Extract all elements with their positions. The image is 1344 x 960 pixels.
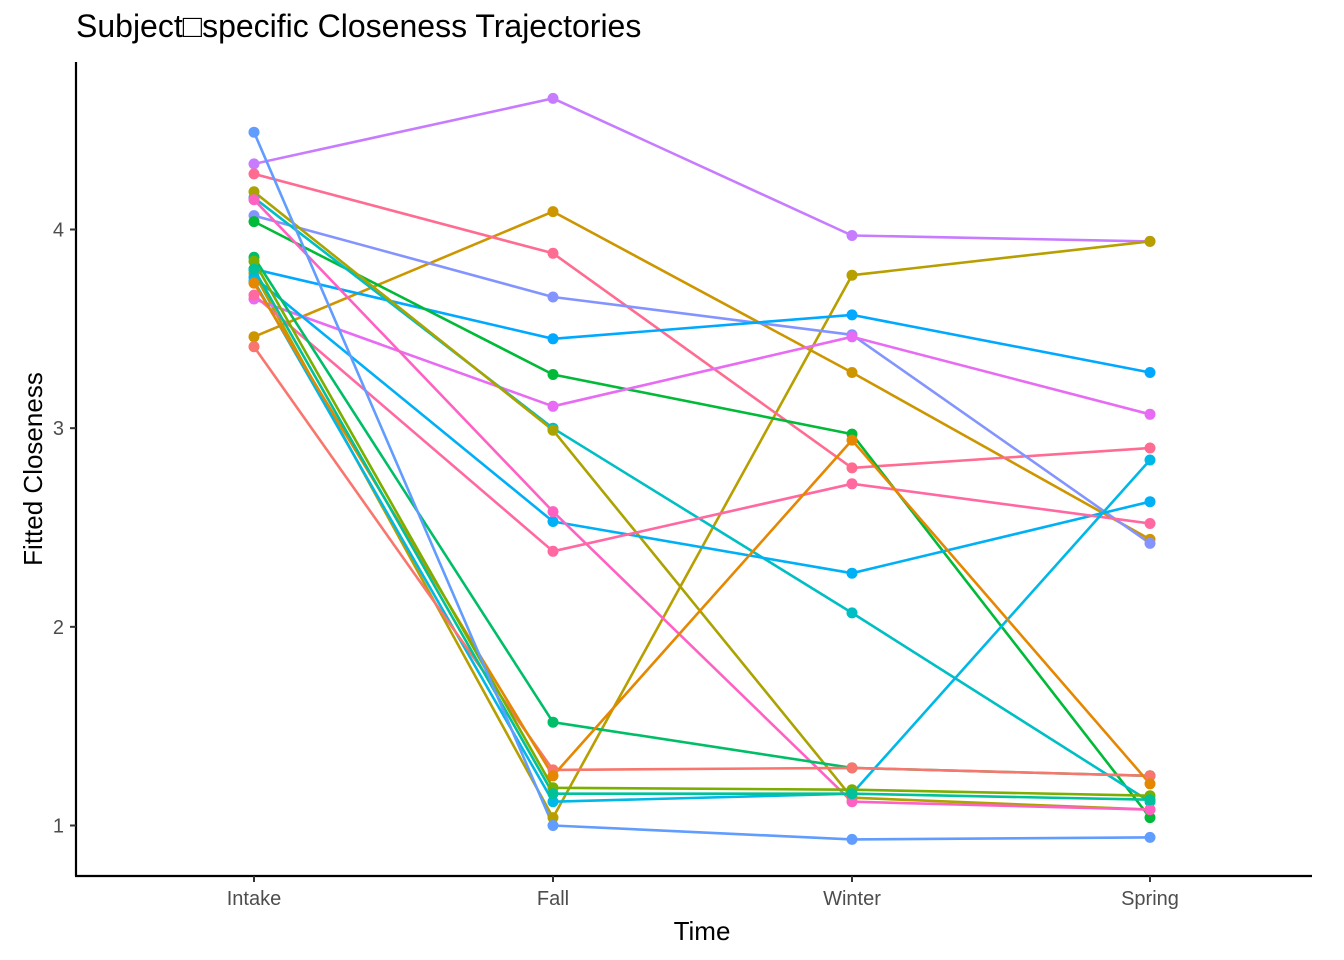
data-point (547, 506, 559, 518)
data-point (547, 820, 559, 831)
data-point (547, 545, 559, 557)
data-point (248, 158, 260, 170)
data-point (547, 92, 559, 104)
data-point (1144, 812, 1156, 824)
data-point (248, 341, 260, 353)
series-line (253, 172, 1151, 470)
data-point (547, 424, 559, 436)
series-line (253, 190, 1151, 811)
data-point (547, 812, 559, 824)
data-point (846, 762, 858, 774)
data-point (846, 607, 858, 619)
data-point (846, 434, 858, 446)
series-line (252, 268, 1151, 801)
x-tick-label: Spring (1121, 888, 1179, 910)
x-ticks: Intake Fall Winter Spring (227, 876, 1179, 910)
data-point (846, 796, 858, 808)
x-tick-label: Winter (823, 888, 881, 910)
data-point (846, 367, 858, 378)
data-point (846, 833, 858, 845)
data-point (547, 247, 559, 259)
y-tick-label: 2 (53, 617, 64, 639)
y-tick-label: 4 (53, 220, 64, 242)
data-point (547, 400, 559, 412)
data-point (1144, 518, 1156, 529)
y-axis-title: Fitted Closeness (18, 372, 48, 566)
data-point (1144, 804, 1156, 816)
data-point (248, 289, 260, 301)
data-point (1144, 442, 1156, 454)
data-point (1144, 496, 1156, 508)
data-point (547, 206, 559, 218)
data-point (846, 331, 858, 343)
data-point (547, 291, 559, 303)
y-ticks: 1 2 3 4 (53, 220, 76, 838)
data-point (846, 462, 858, 474)
data-point (1144, 537, 1156, 549)
y-tick-label: 3 (53, 418, 64, 440)
data-point (1144, 235, 1156, 247)
data-point (248, 194, 260, 206)
data-point (248, 331, 260, 343)
series-lines (252, 97, 1152, 841)
series-line (253, 196, 1151, 803)
data-point (547, 716, 559, 728)
data-point (846, 478, 858, 490)
data-point (1144, 778, 1156, 790)
series-line (253, 267, 1151, 374)
data-point (1144, 408, 1156, 420)
series-line (253, 214, 1151, 545)
data-point (846, 230, 858, 241)
data-point (1144, 770, 1156, 782)
series-line (253, 97, 1151, 243)
data-point (1144, 367, 1156, 378)
series-points (248, 92, 1156, 845)
data-point (846, 269, 858, 281)
series-line (253, 294, 1151, 553)
chart-title: Subject□specific Closeness Trajectories (76, 8, 642, 44)
x-tick-label: Intake (227, 888, 281, 910)
data-point (547, 796, 559, 808)
series-line (252, 345, 1151, 778)
data-point (248, 263, 260, 275)
series-line (253, 198, 1151, 811)
data-point (248, 168, 260, 180)
x-axis-title: Time (674, 916, 731, 946)
series-line (253, 276, 1151, 575)
data-point (846, 567, 858, 579)
data-point (248, 216, 260, 228)
data-point (248, 186, 260, 198)
data-point (547, 788, 559, 800)
y-tick-label: 1 (53, 816, 64, 838)
series-line (252, 280, 1151, 804)
data-point (1144, 454, 1156, 466)
data-point (547, 369, 559, 380)
data-point (846, 788, 858, 800)
data-point (248, 126, 260, 138)
data-point (1144, 831, 1156, 843)
series-line (252, 260, 1151, 797)
data-point (547, 516, 559, 527)
data-point (1144, 794, 1156, 806)
data-point (547, 333, 559, 345)
data-point (846, 309, 858, 321)
data-point (248, 255, 260, 267)
axes (74, 62, 1312, 878)
data-point (248, 277, 260, 289)
data-point (547, 770, 559, 782)
series-line (252, 131, 1151, 841)
x-tick-label: Fall (537, 888, 569, 910)
series-line (253, 297, 1151, 416)
series-line (253, 210, 1151, 541)
